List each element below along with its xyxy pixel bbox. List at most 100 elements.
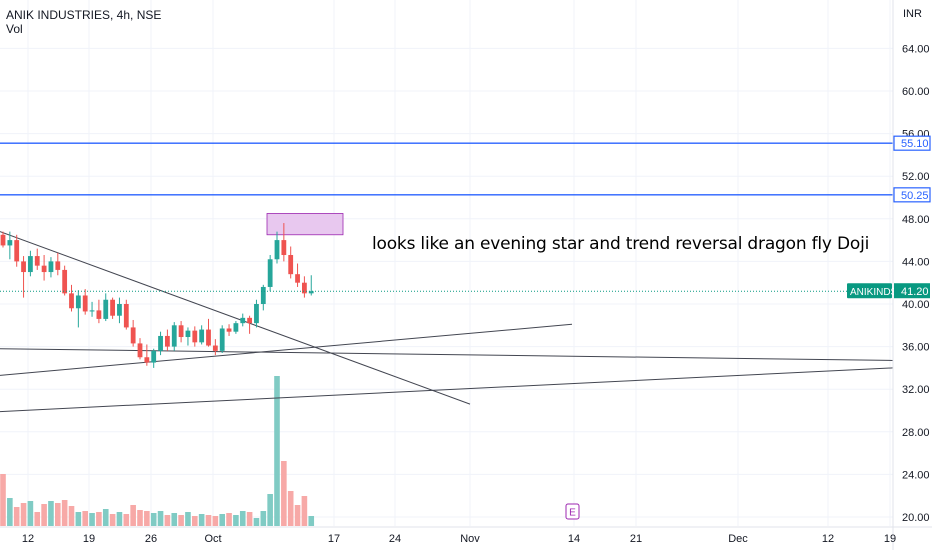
volume-bar — [89, 513, 95, 526]
volume-bar — [233, 515, 239, 526]
volume-bar — [260, 511, 267, 526]
volume-bar — [82, 511, 88, 526]
event-marker: E — [565, 503, 580, 520]
candle-body — [247, 317, 252, 324]
volume-bar — [34, 512, 41, 526]
date-tick-label: 14 — [568, 533, 580, 545]
last-price-box — [894, 283, 930, 299]
date-tick-label: Oct — [204, 533, 221, 545]
volume-bar — [212, 516, 219, 526]
volume-bar — [0, 474, 6, 526]
trend-line — [0, 367, 894, 413]
earnings-marker-text: E — [569, 508, 576, 519]
time-axis: 12 19 26 Oct 17 24 Nov 14 21 Dec 12 19 — [0, 526, 932, 545]
volume-bar — [301, 496, 308, 526]
price-tick-label: 20.00 — [902, 512, 930, 524]
trend-line — [0, 348, 894, 361]
candle-body — [308, 291, 314, 294]
volume-bar — [150, 513, 157, 526]
date-tick-label: 26 — [145, 533, 157, 545]
symbol-title[interactable]: ANIK INDUSTRIES, 4h, NSE — [6, 8, 162, 22]
volume-bar — [20, 503, 27, 526]
candle-body — [69, 293, 74, 309]
volume-bar — [144, 511, 150, 526]
price-tag-text: 50.25 — [901, 190, 929, 202]
trend-line — [0, 231, 471, 405]
volume-bars — [0, 376, 315, 526]
volume-bar — [308, 516, 315, 526]
date-tick-label: 24 — [389, 533, 401, 545]
candle-body — [123, 304, 129, 328]
volume-bar — [75, 512, 82, 526]
vol-label[interactable]: Vol — [6, 22, 23, 36]
candle-body — [199, 329, 205, 343]
price-tag-box — [893, 187, 931, 203]
price-tick-label: 60.00 — [902, 86, 930, 98]
volume-bar — [55, 503, 61, 526]
volume-bar — [267, 494, 273, 526]
candle-body — [302, 282, 307, 294]
annotation-text[interactable]: looks like an evening star and trend rev… — [372, 234, 870, 254]
price-tick-label: 40.00 — [902, 299, 930, 311]
candle-body — [185, 330, 191, 338]
volume-bar — [287, 491, 294, 526]
candle-body — [171, 325, 177, 347]
price-tick-label: 64.00 — [902, 43, 930, 55]
price-tick-label: 24.00 — [902, 469, 930, 481]
volume-bar — [102, 509, 109, 526]
grid — [0, 0, 893, 526]
volume-bar — [68, 506, 75, 526]
candle-body — [240, 317, 246, 324]
price-axis: INR64.0060.0056.0052.0048.0044.0040.0036… — [847, 0, 931, 550]
candle-body — [212, 345, 218, 351]
volume-bar — [219, 514, 225, 526]
candle-body — [226, 328, 232, 332]
volume-bar — [41, 504, 47, 526]
volume-bar — [239, 511, 246, 526]
volume-bar — [294, 505, 301, 526]
candle-body — [219, 328, 225, 351]
candle-body — [103, 299, 109, 319]
candle-body — [137, 343, 143, 358]
trend-lines — [0, 231, 894, 413]
volume-bar — [61, 500, 68, 526]
date-tick-label: 12 — [22, 533, 34, 545]
price-tick-label: 36.00 — [902, 342, 930, 354]
highlight-box — [266, 213, 344, 236]
candle-body — [165, 335, 170, 347]
volume-bar — [178, 515, 184, 526]
volume-bar — [192, 516, 198, 526]
volume-bar — [137, 510, 143, 526]
volume-bar — [96, 512, 102, 526]
candle-body — [89, 310, 95, 312]
date-tick-label: Dec — [728, 533, 748, 545]
volume-bar — [130, 505, 136, 526]
price-tick-label: 48.00 — [902, 214, 930, 226]
date-tick-label: Nov — [460, 533, 480, 545]
volume-bar — [164, 515, 171, 526]
volume-bar — [185, 512, 191, 526]
price-tick-label: 52.00 — [902, 171, 930, 183]
volume-bar — [274, 376, 280, 526]
date-tick-label: 19 — [884, 533, 896, 545]
volume-bar — [246, 512, 253, 526]
candle-body — [295, 274, 300, 283]
candle-body — [75, 295, 81, 309]
candle-body — [233, 323, 239, 332]
volume-bar — [7, 498, 13, 526]
candle-body — [144, 357, 150, 363]
candle-body — [178, 325, 184, 338]
price-tag-box — [893, 135, 931, 151]
earnings-marker-box — [565, 503, 580, 520]
candle-body — [7, 240, 13, 246]
volume-bar — [253, 518, 260, 526]
candle-body — [55, 261, 61, 270]
candle-body — [34, 256, 40, 266]
candle-body — [192, 330, 198, 343]
volume-bar — [171, 513, 178, 526]
price-tick-label: 32.00 — [902, 384, 930, 396]
symbol-tag-text: ANIKINDS — [850, 287, 898, 298]
volume-bar — [48, 501, 54, 526]
